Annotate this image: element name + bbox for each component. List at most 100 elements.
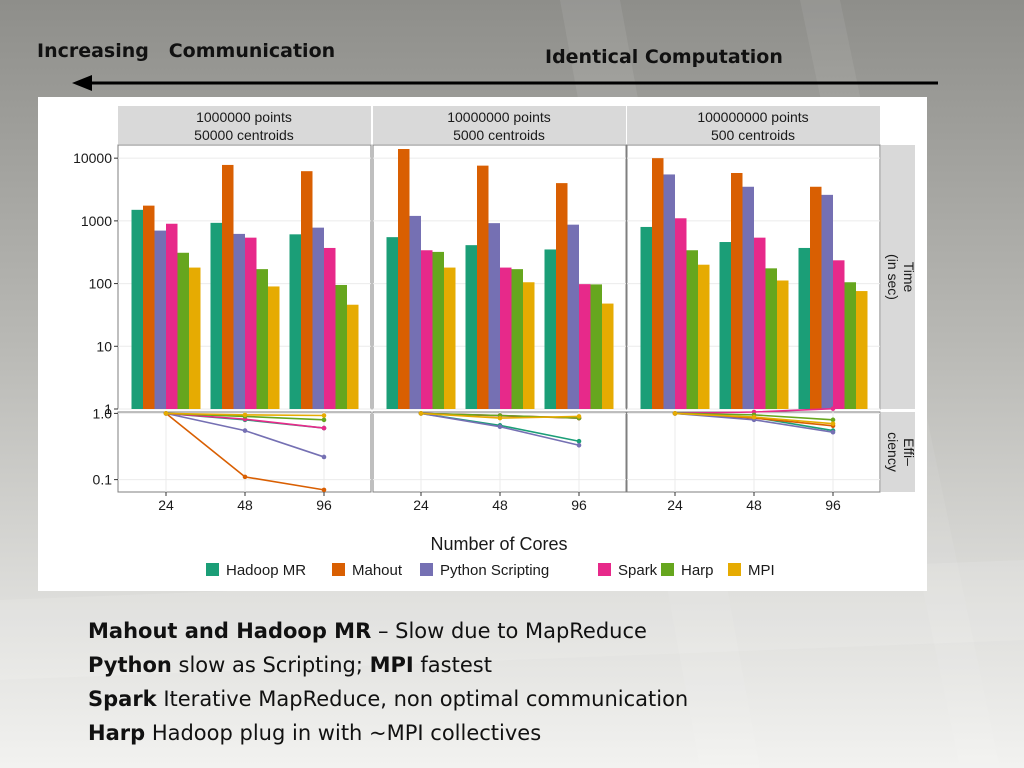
bar-harp-24 [432,251,444,409]
efficiency-point-python-scripting-96 [830,429,836,435]
efficiency-y-tick-label: 0.1 [93,472,113,488]
efficiency-point-mahout-48 [242,474,248,480]
legend: Hadoop MR Mahout Python Scripting Spark Harp… [206,562,775,579]
note-line-1: Mahout and Hadoop MR – Slow due to MapRe… [88,614,688,648]
bar-mahout-24 [143,205,155,409]
bar-spark-48 [245,237,257,409]
efficiency-point-python-scripting-48 [242,428,248,433]
facet-3-label-points: 100000000 points [697,109,808,125]
efficiency-axis-label-1: Effi– [901,438,917,466]
time-y-tick-label: 1 [104,401,112,417]
bar-mahout-24 [652,158,664,409]
x-tick-label: 48 [237,497,253,513]
x-tick-label: 96 [316,497,332,513]
row-strip-time [881,145,915,409]
x-tick-label: 96 [571,497,587,513]
facet-strips: 1000000 points 50000 centroids 10000000 … [118,106,880,144]
bar-spark-24 [421,250,433,409]
legend-label-mpi: MPI [748,562,775,579]
bar-harp-48 [256,269,268,409]
direction-arrow [72,75,938,91]
facet-1-label-points: 1000000 points [196,109,292,125]
bar-python-scripting-96 [312,227,324,409]
note-2-bold: Python [88,653,172,677]
bar-mpi-24 [189,267,201,409]
bar-spark-24 [166,223,178,409]
efficiency-point-python-scripting-96 [576,442,582,448]
bar-spark-96 [324,247,336,409]
legend-swatch-python-scripting [420,563,433,576]
efficiency-point-python-scripting-96 [321,454,327,460]
chart-panel: 1000000 points 50000 centroids 10000000 … [38,97,927,591]
header-right: Identical Computation [545,46,783,68]
bar-harp-48 [511,269,523,409]
bar-spark-48 [754,237,766,409]
time-y-tick-label: 10000 [73,150,112,166]
bar-harp-96 [590,284,602,409]
bar-hadoop-mr-48 [465,245,477,409]
bar-mahout-96 [556,183,568,409]
efficiency-point-mpi-96 [830,421,836,426]
bar-python-scripting-48 [233,233,245,409]
efficiency-point-mpi-24 [418,411,424,416]
faceted-chart: 1000000 points 50000 centroids 10000000 … [73,106,917,579]
facet-2-label-centroids: 5000 centroids [453,127,545,143]
efficiency-point-mpi-96 [321,413,327,418]
bar-hadoop-mr-48 [210,222,222,409]
note-1-text: – Slow due to MapReduce [371,619,647,643]
note-line-4: Harp Hadoop plug in with ~MPI collective… [88,716,688,750]
legend-swatch-hadoop-mr [206,563,219,576]
bar-harp-96 [844,282,856,409]
bar-python-scripting-24 [154,230,166,409]
row-strip-efficiency [881,412,915,492]
efficiency-point-mahout-96 [321,487,327,493]
bar-mahout-48 [477,165,489,409]
facet-strip-3 [627,106,880,144]
efficiency-axis-label-2: ciency [885,432,901,472]
note-3-bold: MPI [369,653,414,677]
slide-notes: Mahout and Hadoop MR – Slow due to MapRe… [88,614,688,750]
facet-3-label-centroids: 500 centroids [711,127,795,143]
bar-python-scripting-96 [821,194,833,409]
bar-mpi-24 [444,267,456,409]
x-axis-label: Number of Cores [430,534,567,554]
facet-2-label-points: 10000000 points [447,109,551,125]
row-strips: Time (in sec) Effi– ciency [881,145,917,492]
legend-label-spark: Spark [618,562,658,579]
bar-python-scripting-24 [663,174,675,409]
bar-harp-48 [765,268,777,409]
bar-python-scripting-96 [567,224,579,409]
legend-swatch-mpi [728,563,741,576]
bar-hadoop-mr-24 [386,237,398,409]
efficiency-point-mpi-48 [497,415,503,421]
bar-hadoop-mr-24 [131,209,143,409]
bar-python-scripting-48 [488,223,500,409]
legend-swatch-harp [661,563,674,576]
bar-python-scripting-24 [409,215,421,409]
bar-mahout-48 [731,172,743,409]
efficiency-point-harp-96 [321,417,327,423]
efficiency-point-spark-96 [321,425,327,431]
facet-1-label-centroids: 50000 centroids [194,127,294,143]
bar-spark-96 [833,260,845,409]
legend-label-hadoop-mr: Hadoop MR [226,562,306,579]
legend-swatch-spark [598,563,611,576]
facet-strip-2 [373,106,626,144]
x-tick-label: 24 [667,497,683,513]
bar-mahout-96 [301,171,313,409]
bar-mahout-48 [222,164,234,409]
efficiency-point-mpi-48 [242,412,248,418]
bar-python-scripting-48 [742,186,754,409]
note-4-bold: Spark [88,687,157,711]
note-1-bold: Mahout and Hadoop MR [88,619,372,643]
bar-mahout-24 [398,149,410,409]
note-2-text: slow as Scripting; [171,653,370,677]
note-4-text: Iterative MapReduce, non optimal communi… [156,687,689,711]
legend-label-mahout: Mahout [352,562,403,579]
bar-mahout-96 [810,186,822,409]
bar-harp-24 [686,250,698,409]
bar-hadoop-mr-96 [544,249,556,409]
legend-label-harp: Harp [681,562,714,579]
legend-label-python-scripting: Python Scripting [440,562,549,579]
x-tick-label: 24 [158,497,174,513]
